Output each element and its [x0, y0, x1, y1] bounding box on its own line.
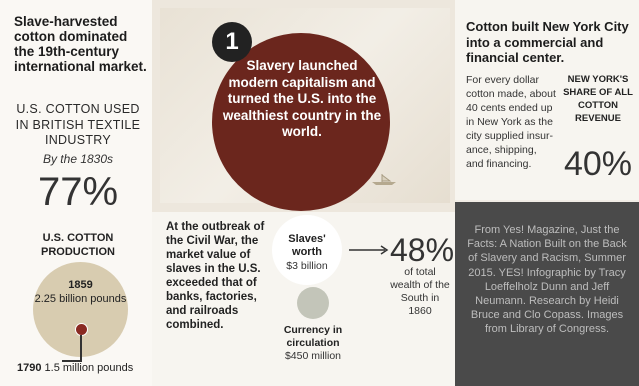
headline-circle	[212, 33, 390, 211]
south-wealth-percent: 48%	[390, 232, 455, 268]
arrow-right-icon	[349, 245, 389, 255]
ship-illustration	[372, 174, 396, 185]
currency-label: Currency in circulation	[283, 324, 343, 349]
civil-war-text: At the outbreak of the Civil War, the ma…	[166, 221, 265, 331]
slaves-worth-circle	[272, 215, 342, 285]
amount-1790-label: 1.5 million pounds	[44, 362, 134, 374]
slaves-worth-label: Slaves' worth	[288, 233, 326, 258]
slaves-worth-value: $3 billion	[286, 260, 328, 272]
currency-value: $450 million	[284, 350, 342, 362]
leader-line	[80, 335, 82, 361]
production-1790-dot	[75, 323, 88, 336]
amount-1859-label: 2.25 billion pounds	[34, 293, 127, 305]
fact-number-badge: 1	[212, 22, 252, 62]
new-york-panel	[455, 0, 639, 200]
cotton-production-label: U.S. COTTON PRODUCTION	[41, 232, 115, 258]
year-1859-label: 1859	[68, 279, 93, 291]
new-york-share-label: NEW YORK'S SHARE OF ALL COTTON REVENUE	[563, 74, 633, 124]
headline-text: Slavery launched modern capitalism and t…	[222, 58, 382, 139]
credit-box	[455, 202, 639, 386]
british-share-percent: 77%	[37, 170, 119, 214]
production-1790-label: 1790 1.5 million pounds	[17, 362, 152, 374]
currency-circle	[297, 287, 329, 319]
new-york-heading: Cotton built New York City into a commer…	[466, 19, 629, 65]
new-york-body: For every dollar cotton made, about 40 c…	[466, 74, 556, 170]
intro-heading: Slave-harvested cotton dominated the 19t…	[14, 14, 147, 74]
year-1790-label: 1790	[17, 362, 42, 374]
leader-line-horizontal	[62, 360, 82, 362]
credit-text: From Yes! Magazine, Just the Facts: A Na…	[467, 224, 627, 336]
cotton-used-label: U.S. COTTON USED IN BRITISH TEXTILE INDU…	[15, 102, 141, 147]
new-york-share-percent: 40%	[563, 145, 633, 183]
by-1830s-label: By the 1830s	[42, 152, 114, 166]
south-wealth-caption: of total wealth of the South in 1860	[390, 266, 450, 317]
